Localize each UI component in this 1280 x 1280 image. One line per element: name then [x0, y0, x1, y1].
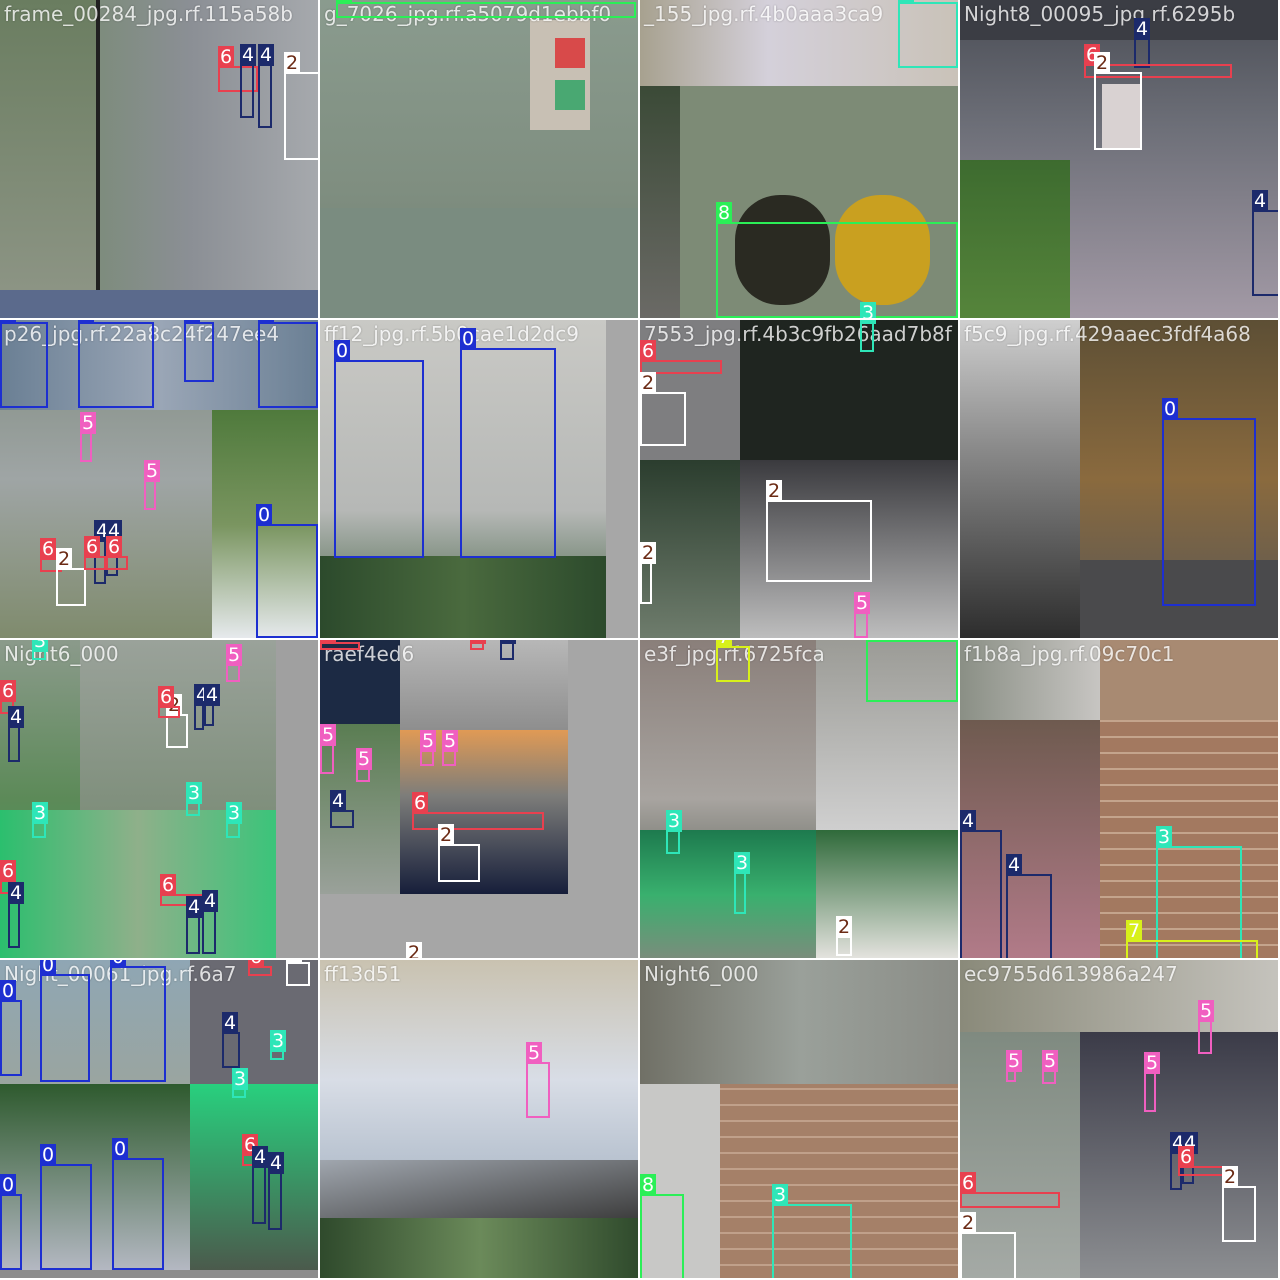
tile-street-aerial: ec9755d613986a247 5 5 5 5 4 4 6 2 6 2 [960, 960, 1280, 1280]
tile-street-night: Night8_00095_jpg.rf.6295b 4 6 2 4 [960, 0, 1280, 320]
tile-road-green-light: e3f_jpg.rf.6725fca 7 8 3 3 2 [640, 640, 960, 960]
tile-bikes-street: p26_jpg.rf.22a8c24f247ee4 0 0 0 0 5 5 6 … [0, 320, 320, 640]
tile-blurred-light: ff13d51 5 [320, 960, 640, 1280]
tile-intersection: raef4ed6 6 6 4 5 5 5 5 4 6 2 2 [320, 640, 640, 960]
tile-traffic-light-close: _155_jpg.rf.4b0aaa3ca9 3 8 3 [640, 0, 960, 320]
tile-street-brick: Night6_000 8 3 [640, 960, 960, 1280]
tile-dark-street: 7553_jpg.rf.4b3c9fb26aad7b8f 3 6 2 2 2 5 [640, 320, 960, 640]
tile-bikes-park: Night_00061_jpg.rf.6a7 0 0 0 4 3 3 0 0 6… [0, 960, 320, 1280]
tile-wall-close: g_7026_jpg.rf.a5079d1ebbf0 8 [320, 0, 640, 320]
tile-street-day: frame_00284_jpg.rf.115a58b 6 4 4 2 [0, 0, 320, 320]
tile-bikes-close: ff12_jpg.rf.5b0cae1d2dc9 0 0 [320, 320, 640, 640]
tile-motorbikes-brick: f1b8a_jpg.rf.09c70c1 4 4 3 7 [960, 640, 1280, 960]
tile-street-green: Night6_000 3 5 6 4 2 6 4 4 3 3 6 4 6 4 4… [0, 640, 320, 960]
tile-cyclist: f5c9_jpg.rf.429aaec3fdf4a68 0 [960, 320, 1280, 640]
